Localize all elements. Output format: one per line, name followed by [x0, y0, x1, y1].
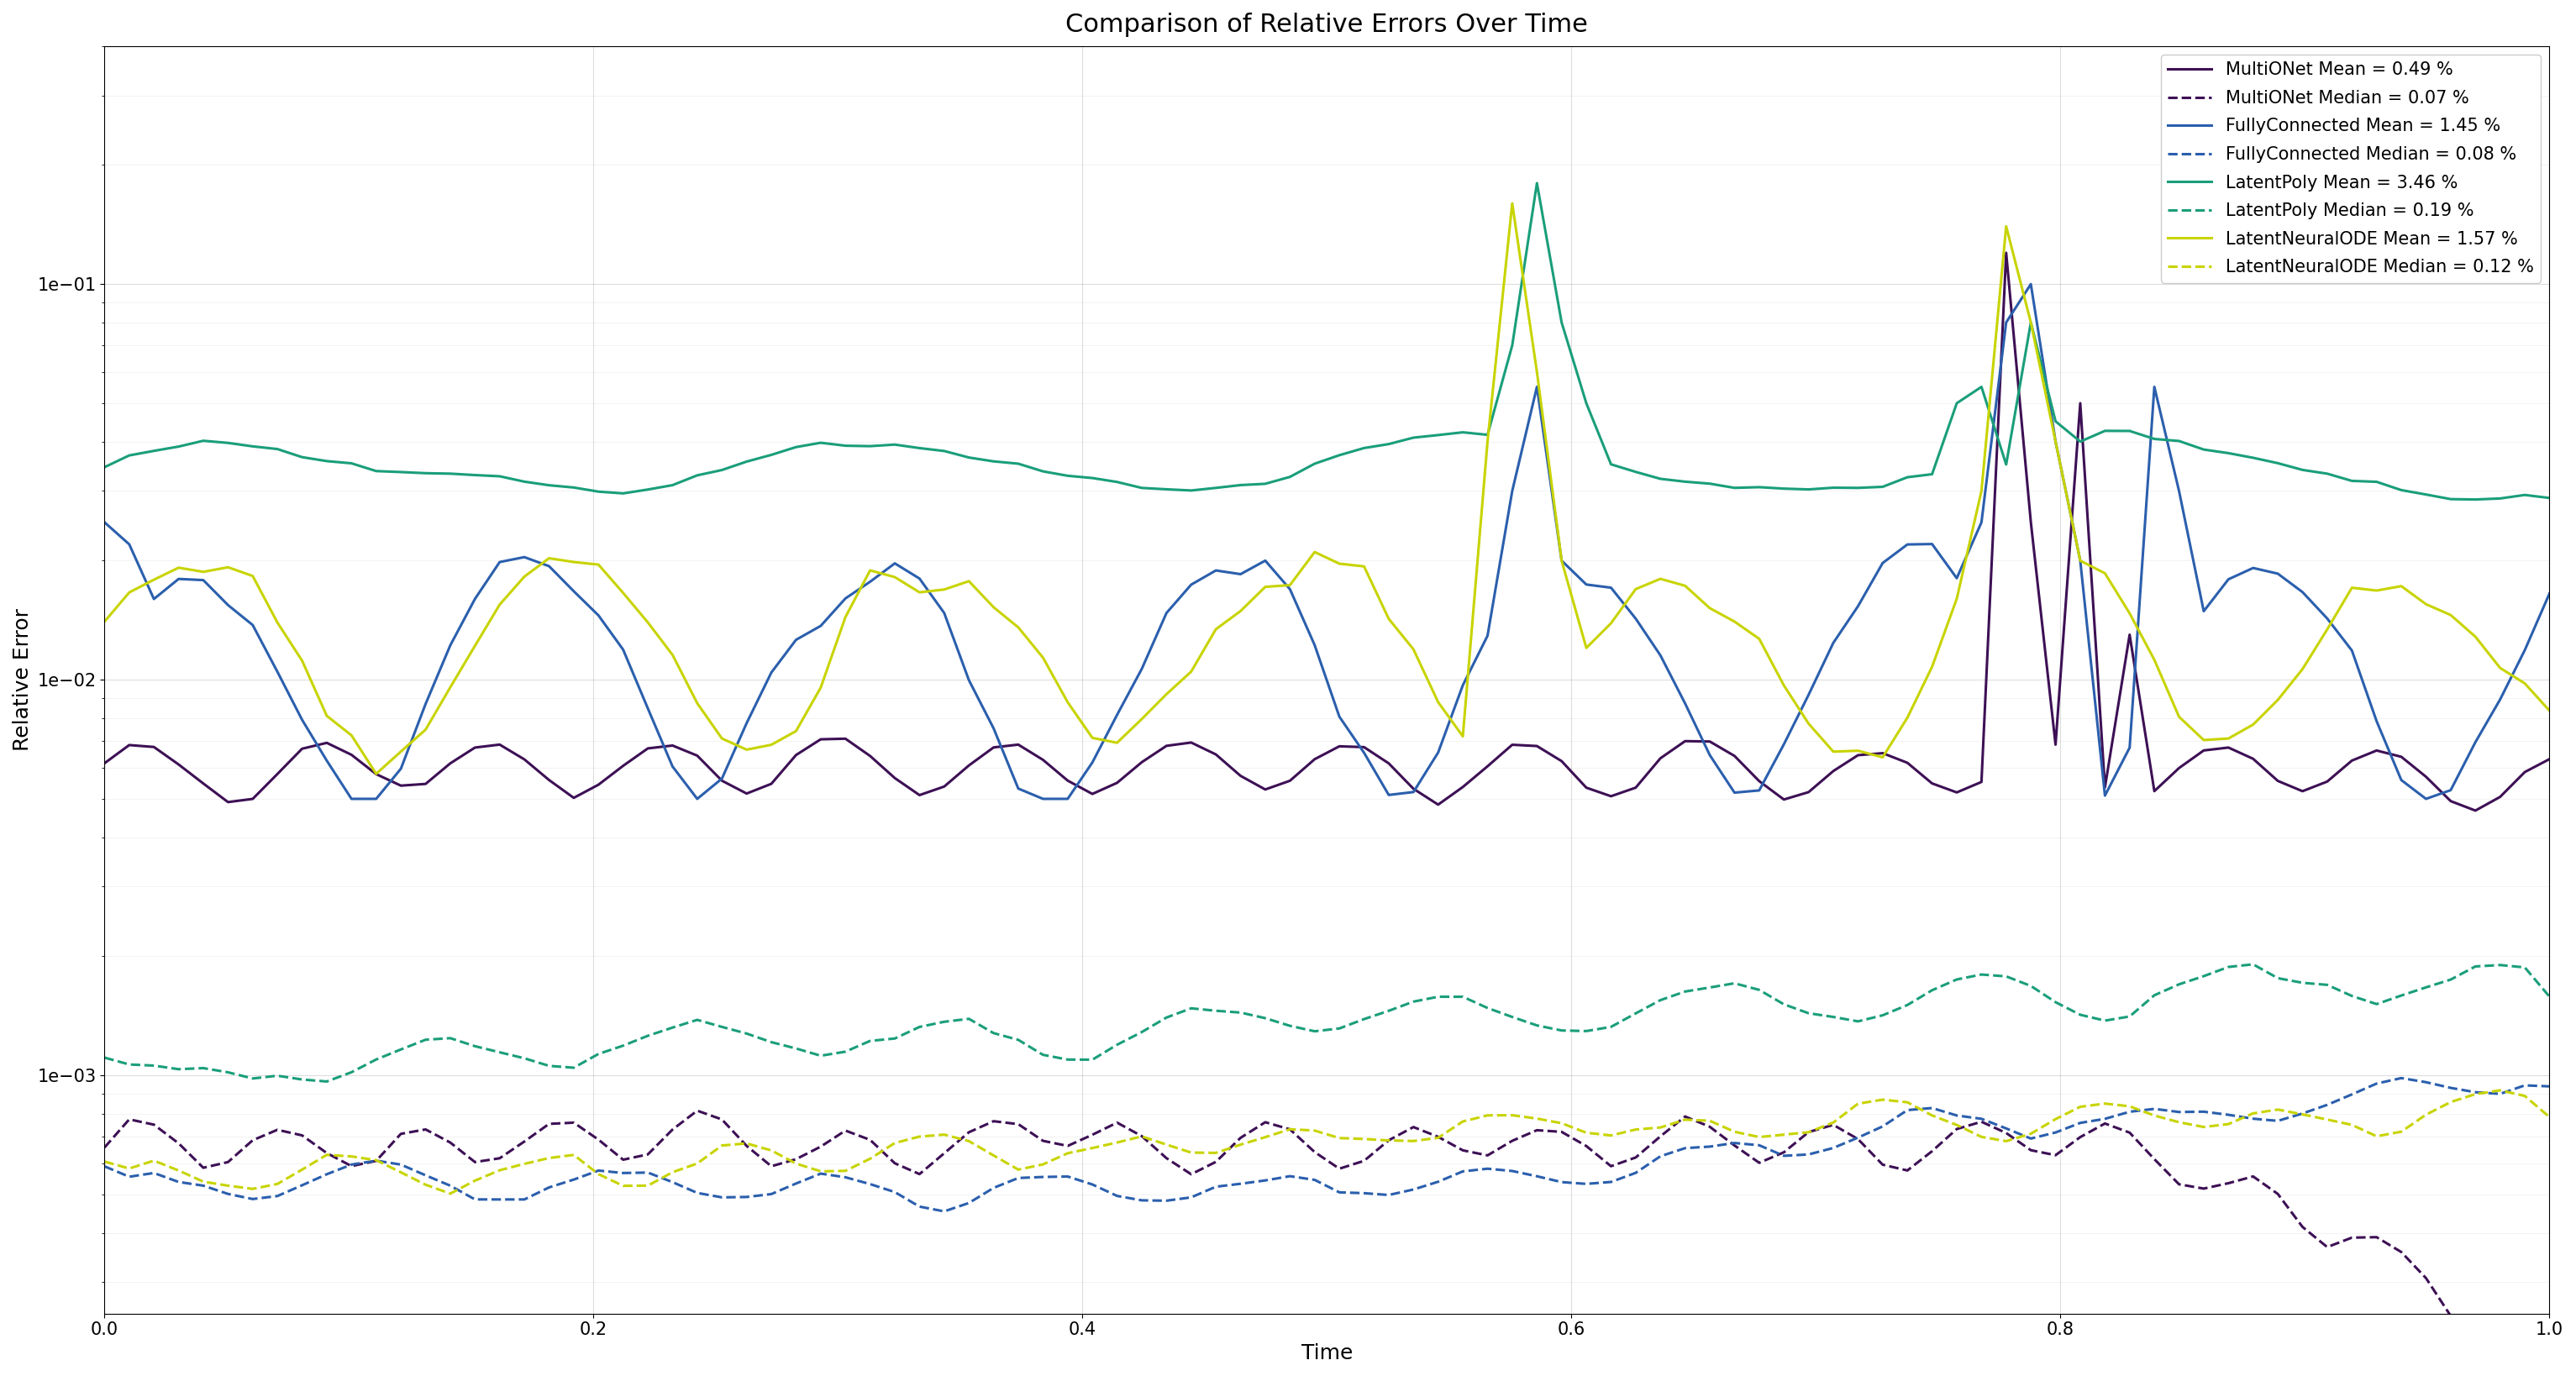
LatentNeuralODE Mean = 1.57 % — [2385, 578, 2416, 594]
LatentNeuralODE Median = 0.12 % — [1373, 1132, 1404, 1149]
LatentPoly Mean = 3.46 % — [559, 479, 590, 495]
Line: LatentNeuralODE Mean = 1.57 %: LatentNeuralODE Mean = 1.57 % — [106, 204, 2550, 773]
LatentNeuralODE Mean = 1.57 % — [361, 765, 392, 782]
FullyConnected Mean = 1.45 % — [1571, 577, 1602, 593]
MultiONet Mean = 0.49 % — [90, 755, 121, 772]
FullyConnected Median = 0.08 % — [2535, 1079, 2566, 1095]
X-axis label: Time: Time — [1301, 1343, 1352, 1364]
Line: MultiONet Mean = 0.49 %: MultiONet Mean = 0.49 % — [106, 253, 2550, 810]
FullyConnected Mean = 1.45 % — [335, 791, 366, 808]
FullyConnected Median = 0.08 % — [930, 1203, 961, 1219]
LatentPoly Median = 0.19 % — [683, 1011, 714, 1028]
LatentPoly Median = 0.19 % — [1373, 1003, 1404, 1020]
LatentNeuralODE Median = 0.12 % — [1571, 1124, 1602, 1141]
MultiONet Mean = 0.49 % — [2362, 742, 2393, 758]
LatentPoly Median = 0.19 % — [582, 1046, 613, 1062]
LatentPoly Mean = 3.46 % — [2362, 473, 2393, 490]
LatentNeuralODE Mean = 1.57 % — [2535, 702, 2566, 718]
FullyConnected Mean = 1.45 % — [2535, 585, 2566, 601]
FullyConnected Mean = 1.45 % — [2014, 275, 2045, 292]
LatentPoly Median = 0.19 % — [2239, 956, 2269, 973]
MultiONet Median = 0.07 % — [90, 1139, 121, 1156]
LatentNeuralODE Mean = 1.57 % — [1497, 195, 1528, 212]
FullyConnected Mean = 1.45 % — [2385, 772, 2416, 788]
LatentPoly Median = 0.19 % — [2460, 958, 2491, 974]
MultiONet Mean = 0.49 % — [2535, 751, 2566, 768]
LatentNeuralODE Median = 0.12 % — [435, 1185, 466, 1201]
FullyConnected Median = 0.08 % — [2362, 1075, 2393, 1091]
LatentPoly Mean = 3.46 % — [2460, 491, 2491, 508]
FullyConnected Mean = 1.45 % — [2460, 733, 2491, 750]
Y-axis label: Relative Error: Relative Error — [13, 608, 33, 751]
LatentPoly Mean = 3.46 % — [2535, 490, 2566, 506]
FullyConnected Median = 0.08 % — [2385, 1069, 2416, 1086]
MultiONet Median = 0.07 % — [1571, 1138, 1602, 1154]
MultiONet Median = 0.07 % — [683, 1102, 714, 1119]
MultiONet Median = 0.07 % — [2535, 1344, 2566, 1361]
LatentNeuralODE Mean = 1.57 % — [582, 556, 613, 572]
LatentNeuralODE Mean = 1.57 % — [1373, 611, 1404, 627]
Line: LatentPoly Median = 0.19 %: LatentPoly Median = 0.19 % — [106, 965, 2550, 1082]
FullyConnected Median = 0.08 % — [1373, 1186, 1404, 1203]
MultiONet Mean = 0.49 % — [1991, 245, 2022, 261]
LatentNeuralODE Median = 0.12 % — [582, 1165, 613, 1182]
LatentNeuralODE Mean = 1.57 % — [683, 695, 714, 711]
LatentNeuralODE Median = 0.12 % — [683, 1156, 714, 1172]
MultiONet Mean = 0.49 % — [2460, 802, 2491, 819]
LatentPoly Median = 0.19 % — [312, 1073, 343, 1090]
MultiONet Median = 0.07 % — [2434, 1307, 2465, 1324]
FullyConnected Median = 0.08 % — [90, 1159, 121, 1175]
LatentNeuralODE Mean = 1.57 % — [1595, 615, 1625, 632]
FullyConnected Mean = 1.45 % — [90, 515, 121, 531]
Line: FullyConnected Median = 0.08 %: FullyConnected Median = 0.08 % — [106, 1077, 2550, 1211]
Line: FullyConnected Mean = 1.45 %: FullyConnected Mean = 1.45 % — [106, 283, 2550, 799]
LatentNeuralODE Median = 0.12 % — [2434, 1094, 2465, 1110]
MultiONet Mean = 0.49 % — [1546, 753, 1577, 769]
LatentPoly Mean = 3.46 % — [657, 477, 688, 494]
LatentPoly Mean = 3.46 % — [90, 460, 121, 476]
LatentPoly Mean = 3.46 % — [1571, 395, 1602, 411]
LatentPoly Mean = 3.46 % — [2434, 491, 2465, 508]
Title: Comparison of Relative Errors Over Time: Comparison of Relative Errors Over Time — [1066, 12, 1589, 37]
Line: LatentPoly Mean = 3.46 %: LatentPoly Mean = 3.46 % — [106, 183, 2550, 499]
Legend: MultiONet Mean = 0.49 %, MultiONet Median = 0.07 %, FullyConnected Mean = 1.45 %: MultiONet Mean = 0.49 %, MultiONet Media… — [2161, 55, 2540, 282]
MultiONet Mean = 0.49 % — [1350, 739, 1381, 755]
MultiONet Median = 0.07 % — [2362, 1229, 2393, 1245]
Line: MultiONet Median = 0.07 %: MultiONet Median = 0.07 % — [106, 1110, 2550, 1353]
FullyConnected Mean = 1.45 % — [683, 791, 714, 808]
FullyConnected Mean = 1.45 % — [1373, 787, 1404, 804]
MultiONet Median = 0.07 % — [657, 1121, 688, 1138]
LatentPoly Median = 0.19 % — [2385, 987, 2416, 1003]
LatentNeuralODE Mean = 1.57 % — [2460, 629, 2491, 645]
MultiONet Mean = 0.49 % — [2434, 793, 2465, 809]
LatentNeuralODE Median = 0.12 % — [2535, 1109, 2566, 1126]
Line: LatentNeuralODE Median = 0.12 %: LatentNeuralODE Median = 0.12 % — [106, 1090, 2550, 1193]
LatentPoly Median = 0.19 % — [90, 1050, 121, 1066]
LatentPoly Median = 0.19 % — [2535, 988, 2566, 1004]
LatentNeuralODE Median = 0.12 % — [90, 1153, 121, 1170]
LatentNeuralODE Mean = 1.57 % — [90, 614, 121, 630]
MultiONet Median = 0.07 % — [1373, 1132, 1404, 1149]
LatentPoly Median = 0.19 % — [1571, 1022, 1602, 1039]
LatentNeuralODE Median = 0.12 % — [2362, 1128, 2393, 1145]
FullyConnected Median = 0.08 % — [2460, 1084, 2491, 1101]
FullyConnected Median = 0.08 % — [657, 1174, 688, 1190]
FullyConnected Median = 0.08 % — [559, 1171, 590, 1187]
LatentPoly Mean = 3.46 % — [1522, 175, 1553, 191]
MultiONet Mean = 0.49 % — [559, 790, 590, 806]
FullyConnected Median = 0.08 % — [1571, 1175, 1602, 1192]
MultiONet Median = 0.07 % — [559, 1115, 590, 1131]
LatentNeuralODE Median = 0.12 % — [2486, 1082, 2517, 1098]
FullyConnected Mean = 1.45 % — [582, 607, 613, 623]
MultiONet Mean = 0.49 % — [657, 738, 688, 754]
LatentPoly Mean = 3.46 % — [1350, 440, 1381, 457]
